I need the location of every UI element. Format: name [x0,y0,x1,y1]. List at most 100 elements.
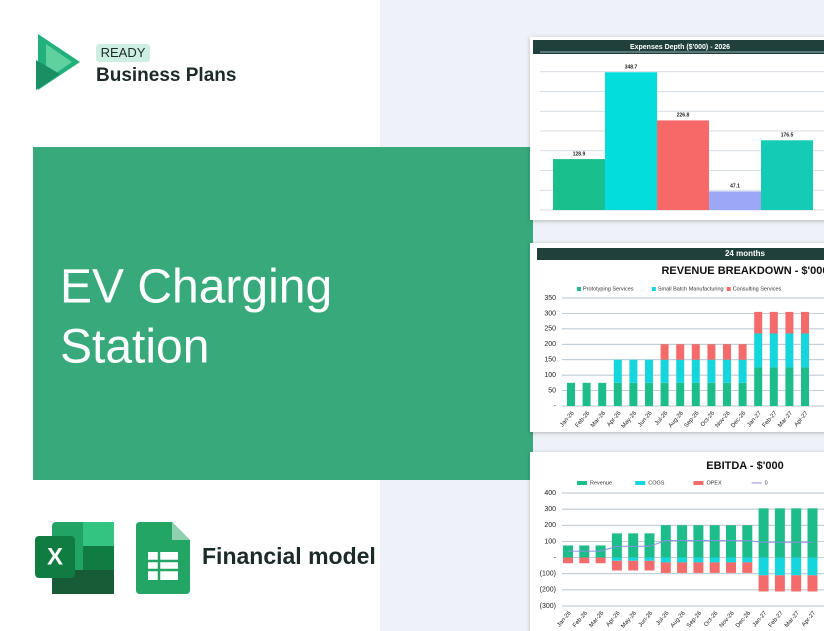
logo [36,34,80,90]
y-tick-label: 100 [544,372,556,379]
bar-segment [726,557,736,563]
bar-segment [758,557,769,576]
y-tick-label: 200 [544,341,556,348]
bar-segment [582,382,591,406]
bar-segment [677,525,688,558]
bar-segment [709,525,720,558]
chart-header [537,248,824,260]
bar-segment [726,562,736,573]
bar-segment [676,344,685,360]
value-label: 47.1 [730,184,740,190]
bar-segment [611,533,622,558]
legend-swatch [577,287,581,291]
bar-segment [723,382,731,406]
badge-text: READY [101,45,146,60]
bar-segment [629,359,638,383]
bar-segment [723,344,731,360]
legend-swatch [726,287,731,291]
bar-segment [693,557,704,563]
bar-segment [579,557,590,564]
legend-swatch [651,287,656,291]
bar-segment [595,557,606,564]
bar-segment [774,508,785,558]
legend-label: Consulting Services [733,286,782,292]
sheets-icon [136,522,190,594]
bar [709,191,761,210]
bar-segment [769,367,778,406]
bar-segment [801,311,809,334]
bar-segment [709,562,720,573]
legend-swatch [693,481,704,485]
y-tick-label: 150 [544,357,556,364]
bar-segment [644,533,655,558]
line [568,540,813,552]
bar-segment [660,344,669,360]
footer-label: Financial model [202,543,376,569]
bar-segment [709,557,720,563]
bar-segment [754,311,763,334]
legend-label: COGS [648,480,665,486]
badge [96,44,150,62]
bar-segment [693,562,704,573]
bar-segment [785,367,794,406]
bar-segment [611,560,622,571]
y-tick-label: 200 [544,522,556,529]
y-tick-label: 350 [544,295,556,302]
chart-header-text: 24 months [725,249,766,258]
charts: Expenses Depth ($'000) - 2026 128.9 348.7 2… [530,37,824,631]
bar-segment [742,562,753,573]
bar-segment [660,382,669,406]
bar-segment [738,382,747,406]
y-tick-label: 100 [544,538,556,545]
chart-title: EBITDA - $'000 [706,460,783,472]
bar-segment [754,333,763,368]
bar-segment [754,367,763,406]
chart: Expenses Depth ($'000) - 2026 128.9 348.7 2… [530,37,824,220]
y-tick-label: 50 [548,387,556,394]
y-tick-label: (200) [540,587,556,594]
bar [605,72,657,211]
bar-segment [628,560,639,571]
bar-segment [628,533,639,558]
bar-segment [785,311,794,334]
bar [657,120,709,210]
bar-segment [785,333,794,368]
y-tick-label: - [554,554,557,561]
bar-segment [807,575,818,592]
chart: EBITDA - $'000 (300) (200) (100) - 100 200 300 4… [530,452,824,631]
bar [761,140,813,210]
legend-swatch [577,481,587,485]
chart-title: Expenses Depth ($'000) - 2026 [630,44,730,51]
bar-segment [742,557,753,563]
bar-segment [742,525,753,558]
value-label: 176.5 [781,133,794,139]
bar-segment [723,359,731,383]
bar-segment [707,344,716,360]
bar-segment [645,382,653,406]
title: EV Charging [60,261,332,314]
bar-segment [738,344,747,360]
bar-segment [644,557,655,561]
value-label: 128.9 [573,151,586,157]
y-tick-label: 250 [544,326,556,333]
bar-segment [769,311,778,334]
value-label: 348.7 [625,65,638,71]
bar-segment [677,562,688,573]
bar-segment [660,557,671,563]
bar-segment [598,382,607,406]
bar-segment [707,359,716,383]
bar-segment [628,557,639,561]
bar-segment [660,359,669,383]
value-label: 226.8 [677,113,690,119]
title: Station [60,321,209,374]
bar-segment [691,344,700,360]
bar-segment [660,525,671,558]
legend-label: Prototyping Services [583,286,634,292]
bar-segment [807,557,818,576]
bar-segment [645,359,653,383]
bar-segment [691,382,700,406]
y-tick-label: (300) [540,603,556,610]
bar-segment [769,333,778,368]
legend-label: Small Batch Manufacturing [658,286,724,292]
